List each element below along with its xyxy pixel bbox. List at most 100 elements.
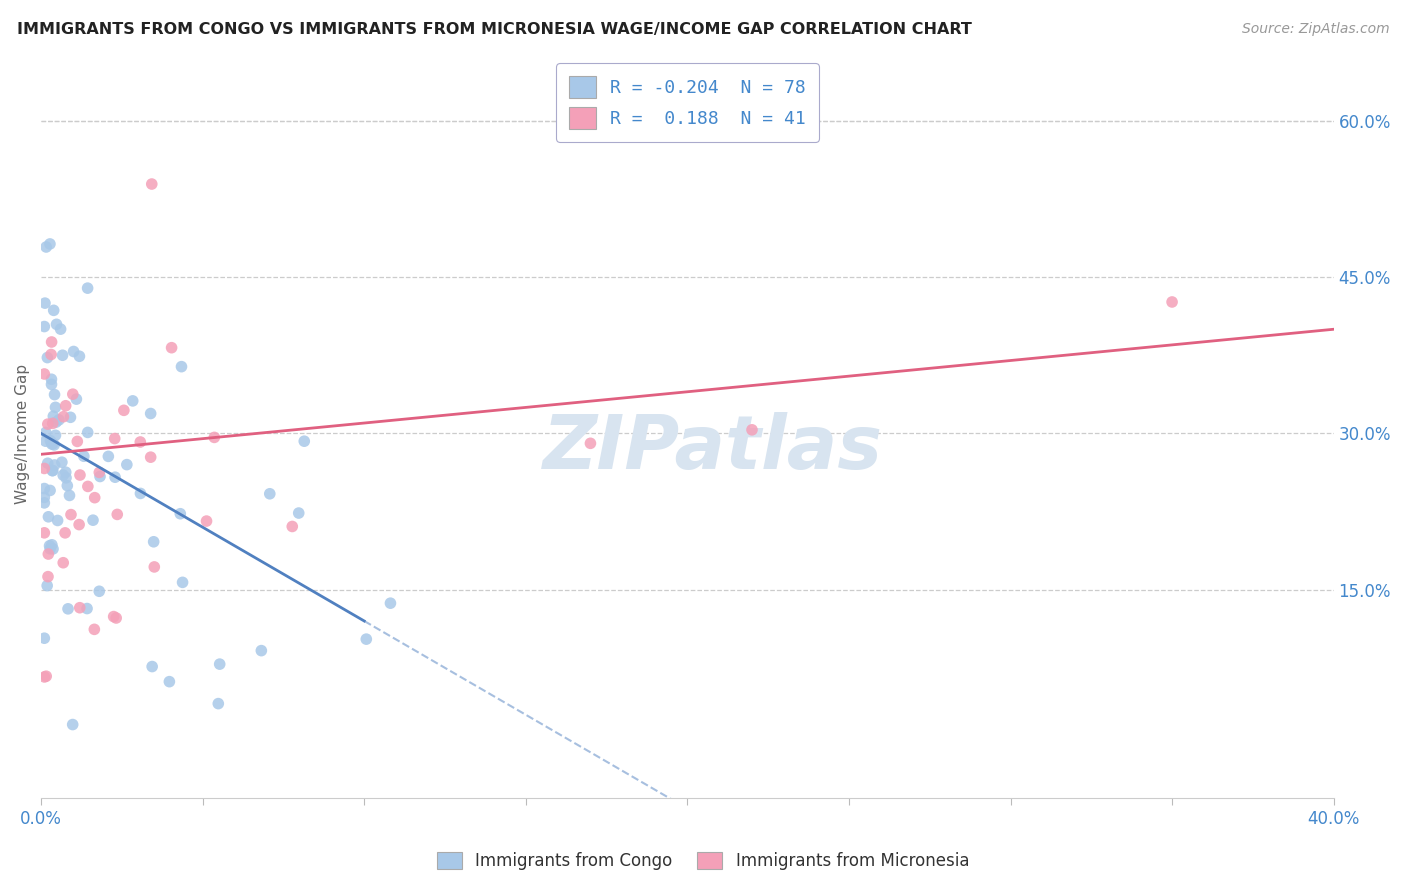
Point xyxy=(292,434,315,449)
Point xyxy=(129,435,152,450)
Point xyxy=(89,584,111,599)
Point xyxy=(202,430,225,444)
Point xyxy=(52,556,75,570)
Point xyxy=(76,425,98,440)
Point xyxy=(56,478,79,492)
Point xyxy=(51,348,73,362)
Point xyxy=(139,450,162,465)
Point xyxy=(62,344,84,359)
Point xyxy=(76,281,98,295)
Point xyxy=(49,322,72,336)
Point xyxy=(741,423,763,437)
Point xyxy=(37,456,59,470)
Y-axis label: Wage/Income Gap: Wage/Income Gap xyxy=(15,363,30,503)
Point xyxy=(1161,295,1184,310)
Legend: Immigrants from Congo, Immigrants from Micronesia: Immigrants from Congo, Immigrants from M… xyxy=(430,845,976,877)
Text: Source: ZipAtlas.com: Source: ZipAtlas.com xyxy=(1241,22,1389,37)
Point xyxy=(195,514,218,528)
Point xyxy=(172,575,194,590)
Point xyxy=(105,508,128,522)
Point xyxy=(157,674,180,689)
Point xyxy=(579,436,602,450)
Point xyxy=(34,434,56,449)
Point xyxy=(37,509,59,524)
Point xyxy=(34,631,56,645)
Point xyxy=(44,458,66,472)
Point xyxy=(34,461,56,475)
Point xyxy=(44,438,66,452)
Point xyxy=(42,464,65,478)
Point xyxy=(35,669,58,683)
Point xyxy=(76,479,98,493)
Point xyxy=(58,488,80,502)
Point xyxy=(37,569,59,583)
Point xyxy=(39,541,62,556)
Point xyxy=(121,393,143,408)
Point xyxy=(35,425,58,440)
Point xyxy=(55,399,77,413)
Point xyxy=(83,491,105,505)
Point xyxy=(52,468,75,483)
Point xyxy=(34,491,56,505)
Point xyxy=(35,240,58,254)
Point xyxy=(259,487,281,501)
Point xyxy=(39,347,62,361)
Point xyxy=(141,659,163,673)
Point xyxy=(46,513,69,527)
Point xyxy=(89,466,111,480)
Point xyxy=(105,611,128,625)
Point xyxy=(44,401,66,415)
Point xyxy=(104,470,127,484)
Point xyxy=(41,437,63,451)
Point xyxy=(34,670,56,684)
Point xyxy=(115,458,138,472)
Point xyxy=(129,486,152,500)
Point xyxy=(34,367,56,381)
Point xyxy=(34,482,56,496)
Text: ZIPatlas: ZIPatlas xyxy=(543,411,883,484)
Point xyxy=(287,506,309,520)
Point xyxy=(67,517,90,532)
Point xyxy=(73,449,96,463)
Point xyxy=(39,483,62,498)
Text: IMMIGRANTS FROM CONGO VS IMMIGRANTS FROM MICRONESIA WAGE/INCOME GAP CORRELATION : IMMIGRANTS FROM CONGO VS IMMIGRANTS FROM… xyxy=(17,22,972,37)
Point xyxy=(160,341,183,355)
Point xyxy=(41,538,63,552)
Point xyxy=(44,387,66,401)
Point xyxy=(34,525,56,540)
Point xyxy=(142,534,165,549)
Point xyxy=(37,417,59,431)
Point xyxy=(207,697,229,711)
Point xyxy=(89,469,111,483)
Point xyxy=(41,417,63,431)
Legend: R = -0.204  N = 78, R =  0.188  N = 41: R = -0.204 N = 78, R = 0.188 N = 41 xyxy=(557,63,818,142)
Point xyxy=(45,415,67,429)
Point xyxy=(41,377,63,392)
Point xyxy=(170,359,193,374)
Point xyxy=(48,413,70,427)
Point xyxy=(103,609,125,624)
Point xyxy=(281,519,304,533)
Point xyxy=(51,455,73,469)
Point xyxy=(34,319,56,334)
Point xyxy=(67,349,90,363)
Point xyxy=(69,468,91,483)
Point xyxy=(62,717,84,731)
Point xyxy=(169,507,191,521)
Point xyxy=(112,403,135,417)
Point xyxy=(34,496,56,510)
Point xyxy=(104,432,127,446)
Point xyxy=(34,296,56,310)
Point xyxy=(42,303,65,318)
Point xyxy=(42,436,65,450)
Point xyxy=(39,236,62,251)
Point xyxy=(250,643,273,657)
Point xyxy=(76,601,98,615)
Point xyxy=(41,464,63,478)
Point xyxy=(37,579,59,593)
Point xyxy=(55,465,77,479)
Point xyxy=(41,372,63,386)
Point xyxy=(37,547,59,561)
Point xyxy=(44,428,66,442)
Point xyxy=(82,513,104,527)
